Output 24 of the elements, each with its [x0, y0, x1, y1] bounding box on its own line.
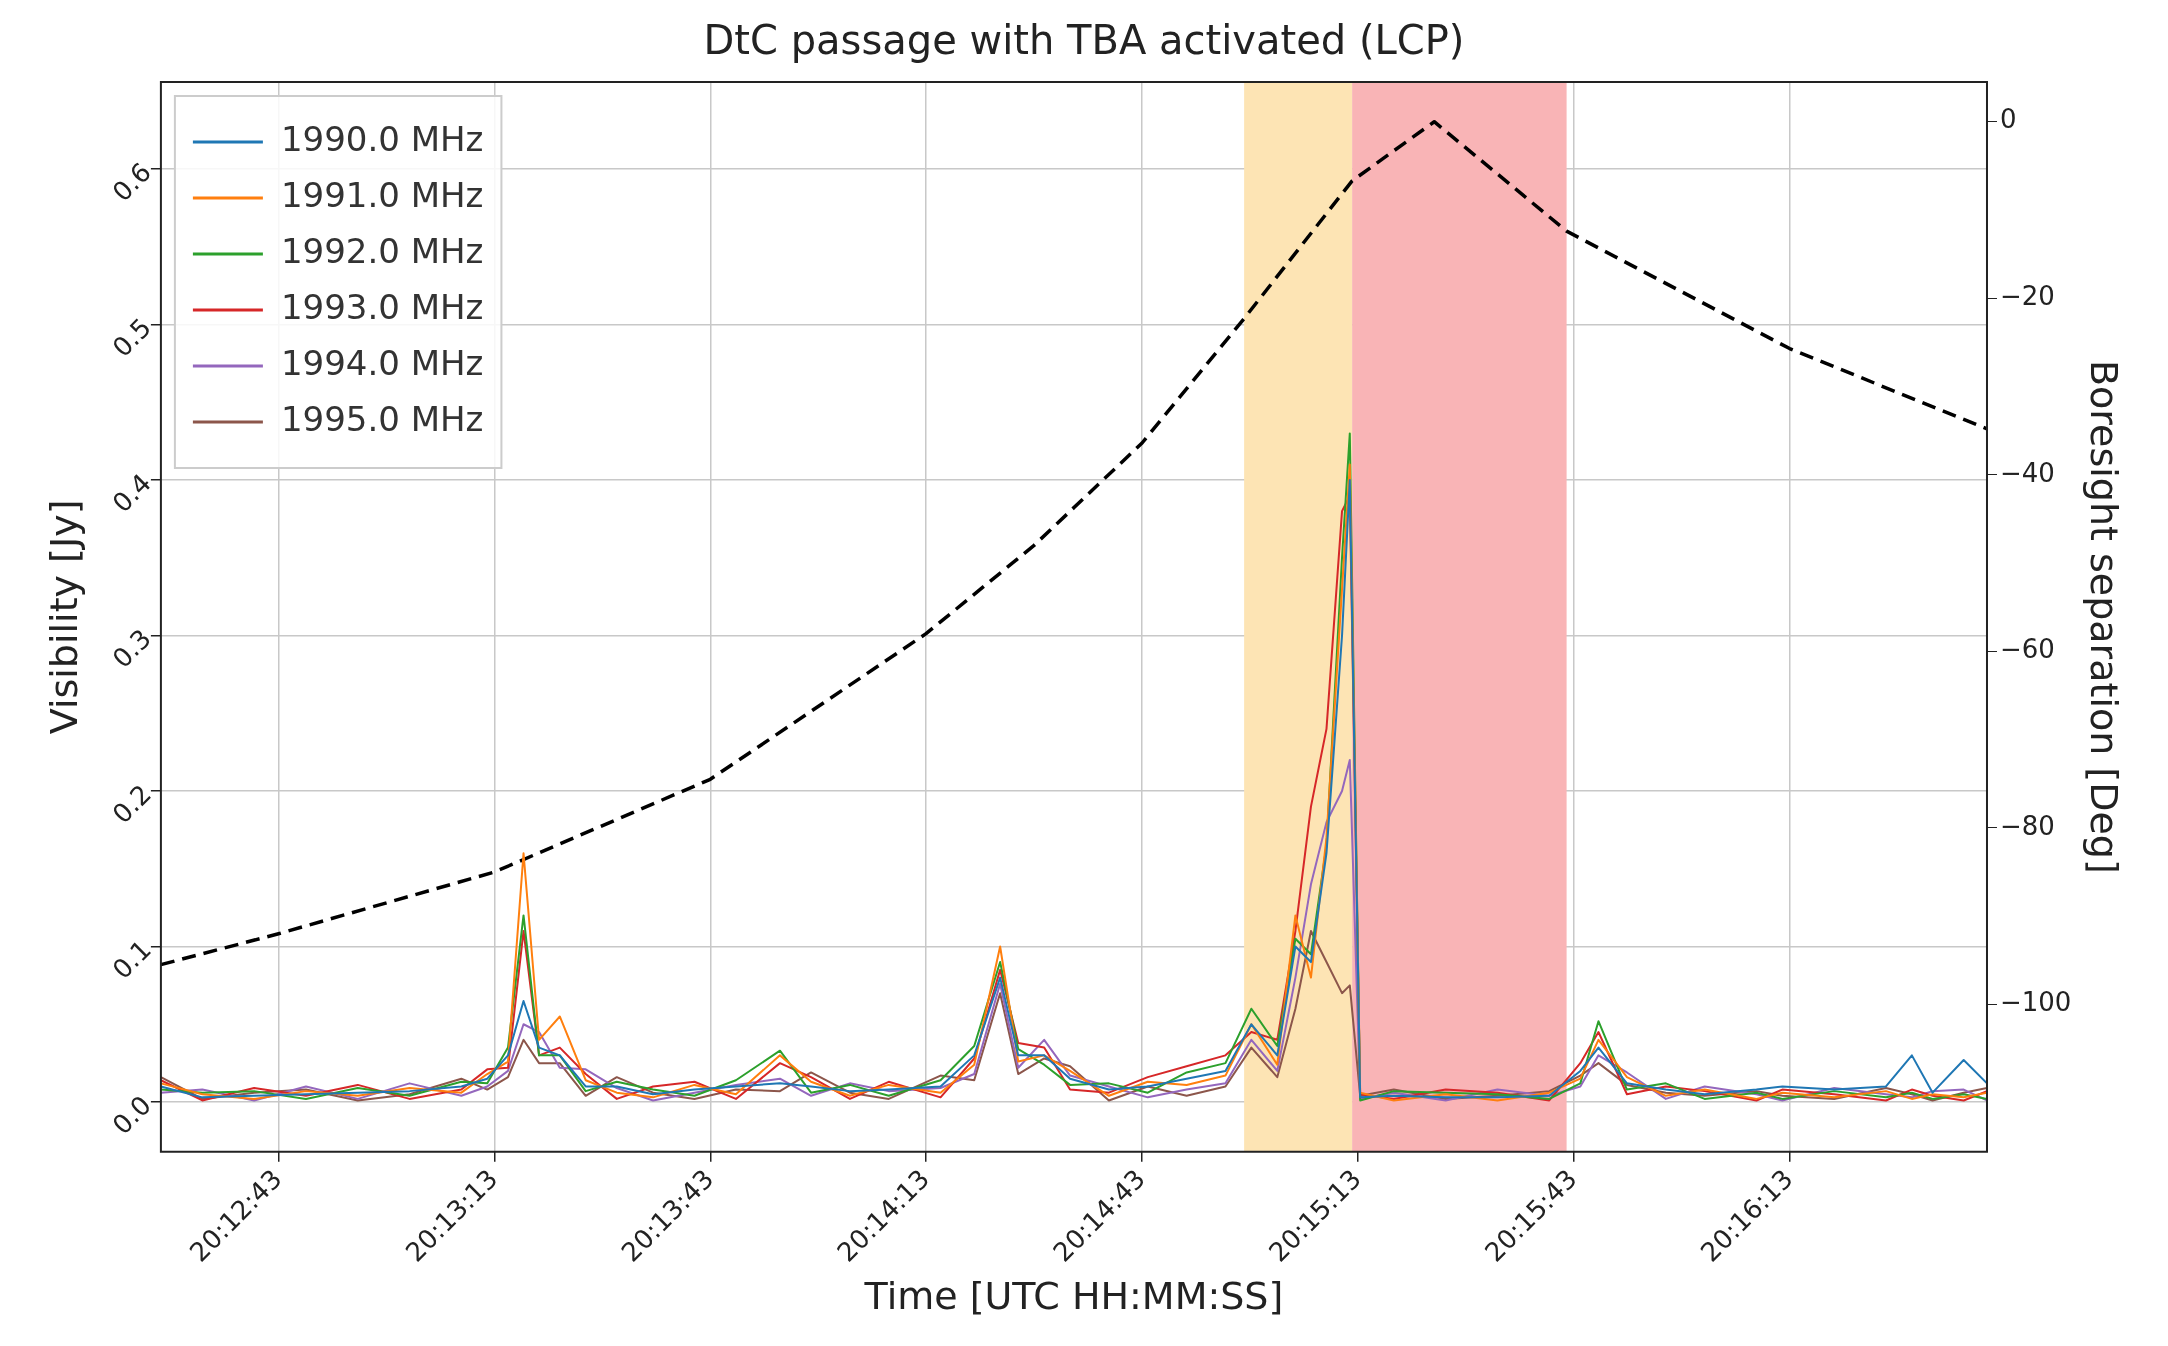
legend-label: 1995.0 MHz	[280, 398, 484, 439]
y-tick-label: 0.1	[106, 934, 157, 985]
y2-tick-label: 0	[1999, 104, 2017, 135]
legend-label: 1990.0 MHz	[280, 118, 484, 159]
y-tick-label: 0.2	[106, 778, 157, 830]
x-axis-title: Time [UTC HH:MM:SS]	[863, 1274, 1284, 1319]
chart-title: DtC passage with TBA activated (LCP)	[703, 17, 1465, 64]
legend-label: 1994.0 MHz	[280, 342, 484, 383]
y2-tick-label: −20	[1999, 281, 2055, 311]
y-tick-label: 0.6	[106, 156, 157, 208]
y-tick-label: 0.4	[106, 467, 157, 519]
line-series	[160, 119, 1987, 967]
y2-tick-label: −40	[1999, 457, 2055, 488]
y-tick-label: 0.0	[106, 1089, 157, 1141]
y2-tick-label: −80	[1999, 810, 2055, 841]
y2-tick-label: −60	[1999, 634, 2055, 665]
y-axis-title: Visibility [Jy]	[41, 499, 86, 735]
legend-label: 1993.0 MHz	[280, 286, 484, 327]
y-tick-label: 0.5	[106, 312, 157, 363]
legend-label: 1991.0 MHz	[280, 174, 484, 215]
y2-tick-label: −100	[1999, 987, 2072, 1018]
legend-label: 1992.0 MHz	[280, 230, 484, 271]
y2-axis-title: Boresight separation [Deg]	[2082, 359, 2127, 874]
y-tick-label: 0.3	[106, 623, 157, 674]
